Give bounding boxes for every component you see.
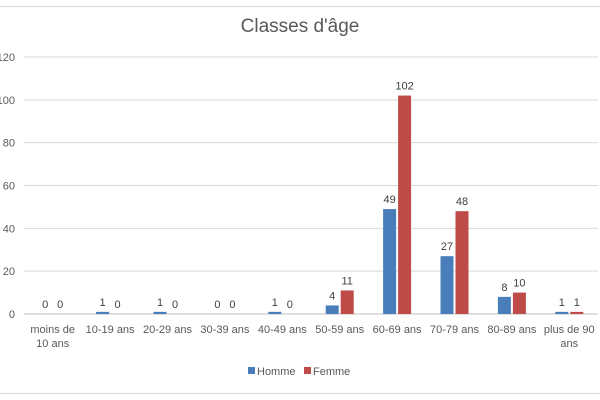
data-label: 0: [42, 299, 48, 311]
y-tick-label: 100: [0, 95, 15, 107]
x-axis-categories: moins de 10 ans 10-19 ans 20-29 ans 30-39 an…: [30, 324, 594, 350]
x-category-label: 50-59 ans: [315, 324, 364, 336]
data-label: 49: [383, 194, 395, 206]
data-label: 0: [214, 299, 220, 311]
x-category-label: 70-79 ans: [430, 324, 479, 336]
y-tick-label: 40: [3, 223, 15, 235]
x-category-label-line: 10-19 ans: [86, 324, 135, 336]
x-category-label-line: 40-49 ans: [258, 324, 307, 336]
data-label: 48: [456, 196, 468, 208]
data-label: 0: [287, 299, 293, 311]
data-label: 10: [513, 278, 525, 290]
bar-femme: [340, 290, 354, 314]
data-label: 0: [229, 299, 235, 311]
y-tick-label: 80: [3, 138, 15, 150]
y-tick-label: 60: [3, 181, 15, 193]
y-tick-label: 120: [0, 52, 15, 64]
frame-bottom-rule: [0, 393, 600, 394]
data-label: 1: [157, 297, 163, 309]
data-label: 0: [57, 299, 63, 311]
bar-homme: [440, 256, 454, 314]
x-category-label-line: ans: [560, 338, 578, 350]
x-category-label: 20-29 ans: [143, 324, 192, 336]
x-category-label-line: 60-69 ans: [373, 324, 422, 336]
bar-homme: [383, 209, 397, 314]
bar-homme: [153, 311, 167, 314]
data-label: 11: [341, 275, 352, 287]
x-category-label: 40-49 ans: [258, 324, 307, 336]
data-label: 8: [501, 282, 507, 294]
frame-top-rule: [0, 6, 600, 7]
x-category-label-line: 30-39 ans: [200, 324, 249, 336]
x-category-label: 30-39 ans: [200, 324, 249, 336]
x-category-label-line: 80-89 ans: [487, 324, 536, 336]
bar-homme: [268, 311, 282, 314]
x-category-label-line: 50-59 ans: [315, 324, 364, 336]
bar-homme: [96, 311, 110, 314]
legend-label-femme: Femme: [313, 366, 350, 378]
data-label: 1: [100, 297, 106, 309]
y-tick-label: 20: [3, 266, 15, 278]
bar-femme: [455, 211, 469, 314]
y-axis-ticks: 0 20 40 60 80 100 120: [0, 52, 15, 321]
data-label: 4: [329, 290, 335, 302]
bar-homme: [497, 296, 511, 314]
data-label: 102: [395, 81, 413, 93]
x-category-label: 10-19 ans: [86, 324, 135, 336]
x-category-label-line: moins de: [30, 324, 75, 336]
legend-swatch-homme: [248, 367, 255, 374]
data-label: 1: [559, 297, 565, 309]
x-category-label-line: 10 ans: [36, 338, 70, 350]
legend: Homme Femme: [248, 366, 350, 378]
legend-label-homme: Homme: [257, 366, 296, 378]
bar-homme: [555, 311, 569, 314]
x-category-label-line: 20-29 ans: [143, 324, 192, 336]
x-category-label-line: 70-79 ans: [430, 324, 479, 336]
bars: [96, 95, 584, 314]
data-label: 1: [272, 297, 278, 309]
legend-swatch-femme: [304, 367, 311, 374]
x-category-label: 60-69 ans: [373, 324, 422, 336]
x-category-label: 80-89 ans: [487, 324, 536, 336]
bar-femme: [398, 95, 412, 314]
x-category-label-line: plus de 90: [544, 324, 595, 336]
data-label: 1: [574, 297, 580, 309]
chart-title: Classes d'âge: [240, 16, 360, 37]
data-label: 0: [115, 299, 121, 311]
gridlines: [24, 56, 598, 315]
bar-femme: [512, 292, 526, 314]
bar-femme: [570, 311, 584, 314]
x-category-label: moins de 10 ans: [30, 324, 75, 350]
data-label: 27: [441, 241, 453, 253]
bar-homme: [325, 305, 339, 314]
x-category-label: plus de 90 ans: [544, 324, 595, 350]
y-tick-label: 0: [9, 309, 15, 321]
data-label: 0: [172, 299, 178, 311]
